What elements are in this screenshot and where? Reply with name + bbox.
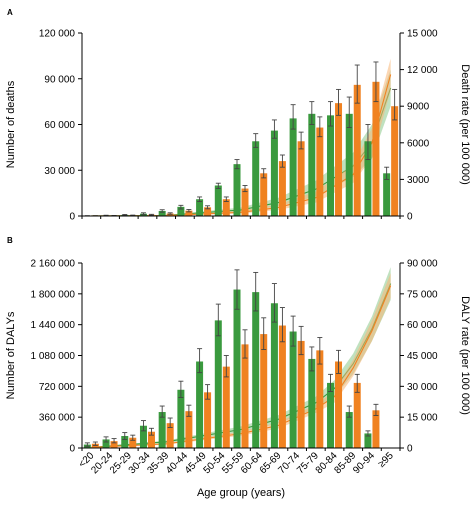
bar-male-5 bbox=[177, 389, 185, 448]
bar-male-14 bbox=[345, 412, 353, 448]
bar-female-4 bbox=[166, 423, 174, 448]
left-tick-label: 1 800 000 bbox=[31, 289, 76, 300]
bar-female-9 bbox=[260, 173, 268, 216]
bar-male-12 bbox=[308, 358, 316, 448]
bar-female-6 bbox=[204, 207, 212, 216]
bar-male-1 bbox=[102, 439, 110, 448]
x-category-label: 90-94 bbox=[351, 450, 377, 476]
bar-male-7 bbox=[214, 320, 222, 448]
right-tick-label: 12 000 bbox=[407, 65, 438, 76]
bar-male-15 bbox=[364, 141, 372, 216]
bar-female-7 bbox=[222, 199, 230, 216]
bar-female-15 bbox=[372, 410, 380, 448]
bar-male-11 bbox=[289, 331, 297, 448]
bar-female-4 bbox=[166, 213, 174, 216]
bar-male-11 bbox=[289, 118, 297, 216]
panel-label: A bbox=[7, 8, 13, 17]
bar-female-14 bbox=[353, 84, 361, 216]
bar-male-6 bbox=[196, 199, 204, 216]
bar-female-1 bbox=[110, 441, 118, 448]
right-tick-label: 75 000 bbox=[407, 289, 438, 300]
left-tick-label: 0 bbox=[69, 212, 75, 223]
right-tick-label: 0 bbox=[407, 444, 413, 455]
bar-male-7 bbox=[214, 185, 222, 216]
right-tick-label: 15 000 bbox=[407, 413, 438, 424]
left-tick-label: 2 160 000 bbox=[31, 259, 76, 270]
left-tick-label: 0 bbox=[69, 444, 75, 455]
bar-female-13 bbox=[335, 361, 343, 448]
bar-male-15 bbox=[364, 433, 372, 448]
bar-male-10 bbox=[270, 303, 278, 448]
bar-female-9 bbox=[260, 334, 268, 448]
left-tick-label: 30 000 bbox=[44, 166, 75, 177]
bar-female-10 bbox=[278, 161, 286, 216]
bar-female-13 bbox=[335, 103, 343, 216]
bar-female-15 bbox=[372, 81, 380, 216]
left-tick-label: 1 440 000 bbox=[31, 320, 76, 331]
bar-female-14 bbox=[353, 382, 361, 448]
bar-male-16 bbox=[383, 173, 391, 216]
right-tick-label: 30 000 bbox=[407, 382, 438, 393]
left-tick-label: 90 000 bbox=[44, 74, 75, 85]
bar-female-11 bbox=[297, 340, 305, 448]
left-tick-label: 1 080 000 bbox=[31, 351, 76, 362]
bar-female-8 bbox=[241, 188, 249, 216]
panel-a: A 0 30 000 60 000 90 000 120 000 0 3000 6000 9000… bbox=[5, 8, 471, 223]
bar-male-8 bbox=[233, 289, 241, 448]
right-tick-label: 6000 bbox=[407, 138, 430, 149]
bar-male-12 bbox=[308, 113, 316, 216]
bar-male-10 bbox=[270, 130, 278, 216]
left-tick-label: 120 000 bbox=[39, 29, 76, 40]
bar-male-6 bbox=[196, 361, 204, 448]
bar-male-13 bbox=[327, 115, 335, 216]
y-right-title: DALY rate (per 100 000) bbox=[459, 296, 471, 415]
bar-female-11 bbox=[297, 141, 305, 216]
bar-female-10 bbox=[278, 325, 286, 448]
panel-label: B bbox=[7, 236, 13, 245]
left-tick-label: 360 000 bbox=[39, 413, 76, 424]
left-tick-label: 720 000 bbox=[39, 382, 76, 393]
bar-female-5 bbox=[185, 210, 193, 216]
panel-b: B 0 360 000 720 000 1 080 000 1 440 000 1 800 … bbox=[5, 236, 471, 455]
right-tick-label: 45 000 bbox=[407, 351, 438, 362]
bar-male-14 bbox=[345, 113, 353, 216]
right-tick-label: 60 000 bbox=[407, 320, 438, 331]
bar-male-9 bbox=[252, 292, 260, 448]
bar-female-3 bbox=[147, 431, 155, 448]
bar-female-8 bbox=[241, 344, 249, 448]
right-tick-label: 15 000 bbox=[407, 29, 438, 40]
y-left-title: Number of DALYs bbox=[5, 311, 17, 399]
bar-male-3 bbox=[139, 425, 147, 448]
bar-female-2 bbox=[129, 437, 137, 448]
y-left-title: Number of deaths bbox=[5, 80, 17, 168]
bar-male-4 bbox=[158, 412, 166, 448]
bar-male-9 bbox=[252, 141, 260, 216]
bar-female-7 bbox=[222, 366, 230, 448]
right-tick-label: 0 bbox=[407, 212, 413, 223]
left-tick-label: 60 000 bbox=[44, 120, 75, 131]
right-tick-label: 90 000 bbox=[407, 259, 438, 270]
x-axis-title: Age group (years) bbox=[197, 487, 285, 499]
bar-female-12 bbox=[316, 350, 324, 448]
right-tick-label: 9000 bbox=[407, 102, 430, 113]
bar-female-16 bbox=[391, 106, 399, 216]
x-category-label: ≥95 bbox=[376, 450, 396, 470]
bar-male-8 bbox=[233, 164, 241, 216]
bar-male-5 bbox=[177, 206, 185, 216]
bar-male-2 bbox=[121, 436, 129, 448]
bar-male-4 bbox=[158, 210, 166, 216]
y-right-title: Death rate (per 100 000) bbox=[459, 64, 471, 184]
bar-female-12 bbox=[316, 127, 324, 216]
right-tick-label: 3000 bbox=[407, 175, 430, 186]
bar-male-13 bbox=[327, 382, 335, 448]
bar-female-5 bbox=[185, 411, 193, 448]
bar-female-6 bbox=[204, 392, 212, 448]
